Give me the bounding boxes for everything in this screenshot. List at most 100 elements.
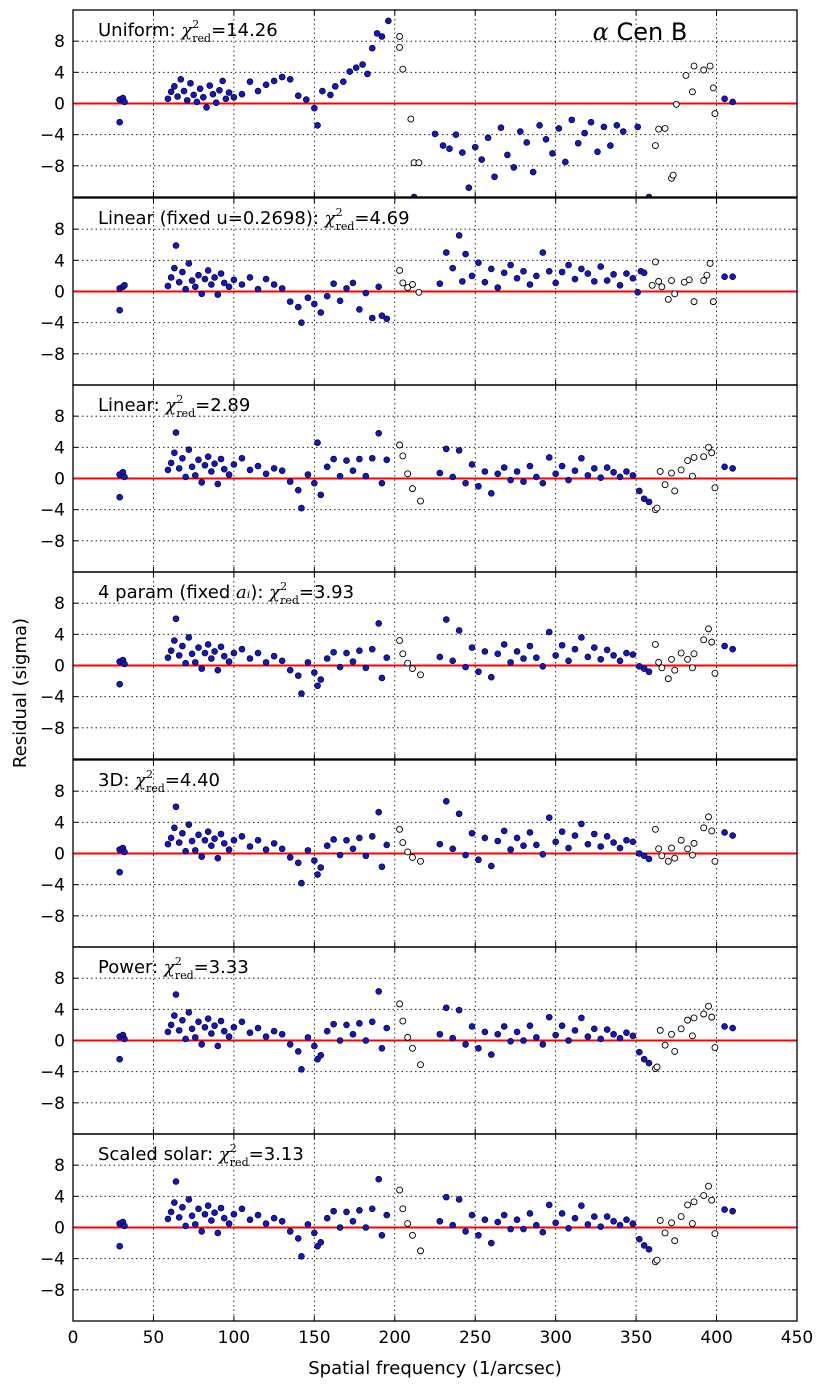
filled-data-point [375,808,382,816]
filled-data-point [214,854,222,862]
filled-data-point [539,850,547,858]
filled-data-point [254,1211,262,1219]
filled-data-point [523,139,531,146]
open-data-point [404,284,412,292]
open-data-point [404,470,412,478]
filled-data-point [368,454,376,462]
filled-data-point [304,471,312,478]
open-data-point [404,848,412,856]
open-data-point [655,125,663,133]
filled-data-point [270,77,278,85]
open-data-point [677,1213,685,1221]
y-tick-label: 0 [54,1219,65,1239]
filled-data-point [623,1216,630,1224]
filled-data-point [513,834,521,842]
filled-data-point [343,1208,350,1216]
filled-data-point [191,472,199,479]
filled-data-point [208,281,215,288]
filled-data-point [262,1033,270,1040]
filled-data-point [171,1012,178,1019]
title-sup: 2 [230,1142,237,1155]
filled-data-point [214,1042,222,1050]
open-data-point [658,283,666,291]
y-tick-label: 8 [54,32,65,52]
filled-data-point [597,843,605,850]
filled-data-point [436,1030,444,1038]
filled-data-point [330,836,337,843]
filled-data-point [286,478,294,485]
open-data-point [668,1030,675,1038]
filled-data-point [513,468,521,475]
title-chi: χ [163,395,177,416]
data-points [73,797,797,887]
filled-data-point [603,1026,611,1033]
y-tick-label: 0 [54,283,65,303]
filled-data-point [552,1219,559,1227]
filled-data-point [600,123,608,131]
filled-data-point [185,634,193,641]
filled-data-point [191,1034,199,1041]
filled-data-point [209,90,217,98]
y-tick-label: 0 [54,1032,65,1052]
open-data-point [703,271,711,279]
filled-data-point [468,644,476,651]
filled-data-point [465,184,473,191]
filled-data-point [356,834,363,842]
filled-data-point [286,854,294,861]
filled-data-point [179,642,186,650]
filled-data-point [225,471,233,478]
filled-data-point [238,1018,246,1026]
filled-data-point [571,832,579,839]
filled-data-point [383,654,391,662]
filled-data-point [468,1211,476,1219]
filled-data-point [319,87,326,95]
open-data-point [708,638,716,646]
filled-data-point [304,294,312,302]
filled-data-point [182,1035,189,1043]
filled-data-point [623,836,630,844]
x-tick-label: 200 [379,1328,411,1348]
filled-data-point [571,1027,579,1034]
title-value: =2.89 [195,395,250,416]
filled-data-point [520,842,527,850]
filled-data-point [294,1235,302,1242]
filled-data-point [375,988,382,995]
filled-data-point [629,274,637,282]
filled-data-point [545,814,553,821]
filled-data-point [578,634,585,641]
filled-data-point [330,455,337,463]
filled-data-point [410,193,418,197]
open-data-point [409,665,416,673]
filled-data-point [164,654,172,662]
open-data-point [677,649,685,657]
open-data-point [690,454,698,461]
filled-data-point [172,1178,180,1185]
filled-data-point [558,1022,566,1029]
open-data-point [671,290,679,298]
filled-data-point [167,459,175,467]
filled-data-point [198,479,206,486]
filled-data-point [167,1021,175,1029]
y-tick-label: −4 [40,126,65,146]
filled-data-point [436,469,444,477]
filled-data-point [164,282,172,290]
filled-data-point [729,1207,736,1215]
filled-data-point [330,1020,337,1028]
filled-data-point [629,1220,637,1227]
filled-data-point [238,454,246,462]
filled-data-point [533,272,540,280]
open-data-point [705,1182,712,1190]
filled-data-point [359,61,366,68]
filled-data-point [314,122,321,129]
filled-data-point [645,193,653,197]
filled-data-point [558,641,566,649]
x-tick-label: 400 [700,1328,732,1348]
x-tick-label: 450 [781,1328,813,1348]
open-data-point [399,452,407,460]
filled-data-point [185,1009,193,1016]
open-data-point [684,1201,692,1209]
open-data-point [651,142,659,150]
filled-data-point [623,270,630,277]
filled-data-point [323,1027,331,1035]
